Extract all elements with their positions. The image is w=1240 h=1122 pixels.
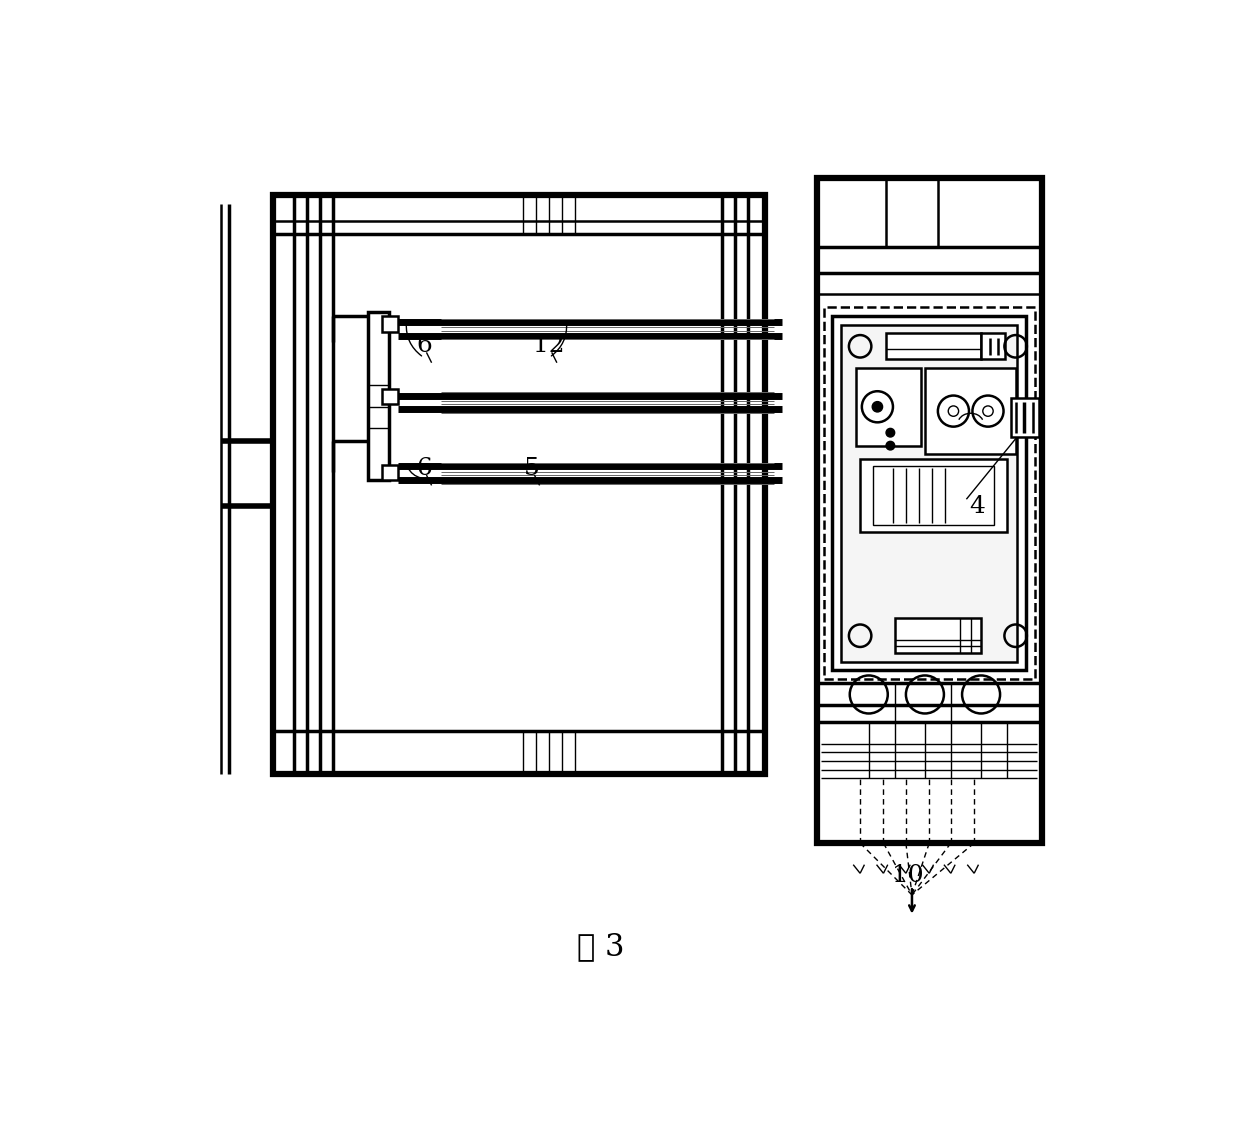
Bar [368, 312, 389, 480]
Bar [887, 333, 981, 359]
Bar [861, 459, 1007, 532]
Bar [382, 465, 398, 480]
Text: 4: 4 [968, 495, 985, 517]
Bar [382, 388, 398, 404]
Bar [873, 467, 994, 525]
Bar [856, 368, 920, 445]
Bar [841, 324, 1017, 662]
Bar [1012, 398, 1039, 438]
Bar [981, 333, 1006, 359]
Circle shape [872, 402, 883, 412]
Bar [823, 307, 1034, 679]
Text: 图 3: 图 3 [577, 931, 625, 963]
Circle shape [887, 441, 895, 450]
Bar [832, 316, 1025, 670]
Bar [895, 618, 981, 653]
Text: 10: 10 [892, 864, 924, 888]
Circle shape [887, 429, 895, 438]
Bar [817, 178, 1042, 843]
Text: 12: 12 [533, 334, 565, 357]
Bar [925, 368, 1016, 454]
Text: 6: 6 [415, 334, 432, 357]
Text: 6: 6 [415, 457, 432, 479]
Bar [382, 316, 398, 332]
Bar [273, 195, 765, 774]
Text: 5: 5 [523, 457, 539, 479]
